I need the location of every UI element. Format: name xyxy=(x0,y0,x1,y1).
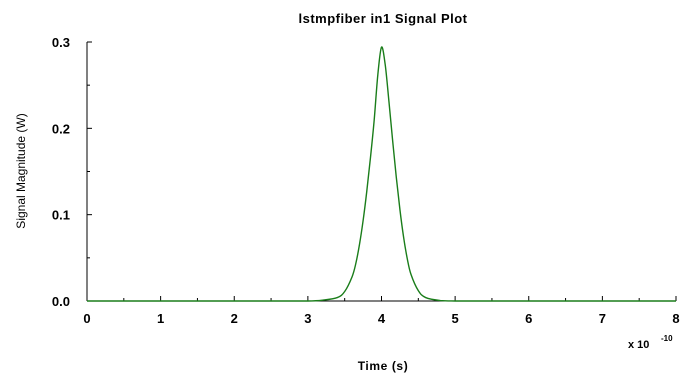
x-tick-label: 2 xyxy=(231,311,238,326)
y-axis-label: Signal Magnitude (W) xyxy=(14,113,28,228)
x-tick-label: 0 xyxy=(83,311,90,326)
x-tick-label: 8 xyxy=(672,311,679,326)
x-tick-label: 1 xyxy=(157,311,164,326)
x-tick-label: 3 xyxy=(304,311,311,326)
x-tick-label: 5 xyxy=(452,311,459,326)
x-scale-exponent: -10 xyxy=(661,334,673,343)
x-axis-ticks: 0 1 2 3 4 5 6 7 8 xyxy=(83,296,680,326)
y-axis-ticks: 0.0 0.1 0.2 0.3 xyxy=(52,35,92,309)
x-scale-base: x 10 xyxy=(628,339,649,351)
series-line-signal xyxy=(86,46,676,302)
chart-title: lstmpfiber in1 Signal Plot xyxy=(298,11,467,26)
y-tick-label: 0.1 xyxy=(52,208,70,223)
x-tick-label: 7 xyxy=(599,311,606,326)
y-tick-label: 0.2 xyxy=(52,121,70,136)
plot-area: 0 1 2 3 4 5 6 7 8 0.0 0.1 0.2 0.3 xyxy=(52,35,680,326)
y-tick-label: 0.0 xyxy=(52,294,70,309)
x-tick-label: 4 xyxy=(378,311,386,326)
y-tick-label: 0.3 xyxy=(52,35,70,50)
x-tick-label: 6 xyxy=(525,311,532,326)
x-axis-scale-factor: x 10 -10 xyxy=(628,334,673,351)
x-axis-label: Time (s) xyxy=(358,359,409,373)
